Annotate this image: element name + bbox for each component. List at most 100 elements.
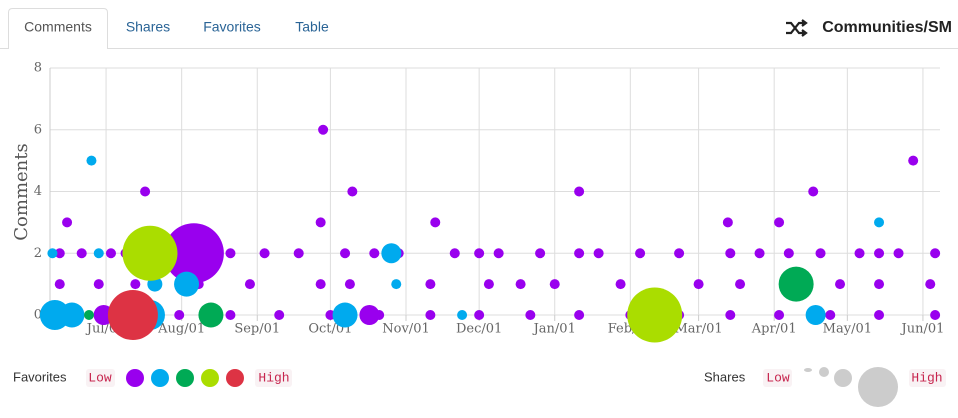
x-tick-label: Jan/01 bbox=[532, 322, 576, 337]
bubble bbox=[593, 248, 604, 259]
active-tab-box bbox=[8, 8, 108, 49]
code-bg bbox=[909, 369, 946, 387]
bubble bbox=[93, 248, 104, 259]
bubble bbox=[535, 248, 546, 259]
legend-swatch bbox=[126, 369, 144, 387]
y-tick-label: 6 bbox=[34, 122, 42, 137]
bubble bbox=[244, 279, 255, 290]
y-tick-label: 8 bbox=[34, 61, 42, 76]
y-tick-label: 2 bbox=[34, 246, 42, 261]
bubble bbox=[874, 248, 885, 259]
bubble bbox=[574, 248, 585, 259]
y-tick-label: 0 bbox=[34, 308, 42, 323]
bubble bbox=[893, 248, 904, 259]
bubble bbox=[805, 305, 826, 325]
bubble bbox=[105, 248, 116, 259]
bubble bbox=[930, 310, 941, 320]
bubble bbox=[225, 310, 236, 320]
x-tick-label: Nov/01 bbox=[382, 322, 429, 337]
bubble bbox=[122, 225, 178, 281]
bubble bbox=[754, 248, 765, 259]
bubble bbox=[381, 243, 402, 264]
bubble bbox=[835, 279, 846, 290]
bubble bbox=[693, 279, 704, 290]
bubble bbox=[725, 248, 736, 259]
bubble bbox=[174, 271, 200, 297]
code-bg bbox=[255, 369, 292, 387]
legend-swatch bbox=[151, 369, 169, 387]
bubble bbox=[225, 248, 236, 259]
x-tick-label: Apr/01 bbox=[751, 322, 797, 337]
bubble bbox=[315, 279, 326, 290]
legend-low: Low bbox=[88, 370, 112, 385]
bubble bbox=[425, 310, 436, 320]
bubble bbox=[930, 248, 941, 259]
bubble bbox=[93, 279, 104, 290]
tab[interactable]: Shares bbox=[126, 19, 170, 35]
bubble bbox=[515, 279, 526, 290]
bubble bbox=[59, 302, 85, 328]
code-bg bbox=[86, 369, 115, 387]
bubble bbox=[627, 287, 683, 343]
bubble bbox=[391, 279, 402, 290]
bubble bbox=[483, 279, 494, 290]
bubble bbox=[525, 310, 536, 320]
legend-swatches bbox=[126, 369, 244, 387]
bubble bbox=[84, 310, 95, 320]
size-swatch bbox=[804, 368, 812, 372]
x-tick-label: Mar/01 bbox=[675, 322, 723, 337]
x-tick-label: Dec/01 bbox=[456, 322, 502, 337]
x-tick-label: May/01 bbox=[823, 322, 872, 337]
x-tick-label: Sep/01 bbox=[234, 322, 280, 337]
legend-swatch bbox=[176, 369, 194, 387]
tab[interactable]: Table bbox=[295, 19, 329, 35]
bubble bbox=[259, 248, 270, 259]
bubble bbox=[332, 302, 358, 328]
bubble bbox=[925, 279, 936, 290]
bubble bbox=[140, 186, 151, 197]
bubble bbox=[474, 248, 485, 259]
bubble bbox=[725, 310, 736, 320]
bubble bbox=[874, 279, 885, 290]
bubble bbox=[825, 310, 836, 320]
header-title[interactable]: Communities/SM bbox=[822, 19, 952, 36]
bubble bbox=[549, 279, 560, 290]
tab[interactable]: Favorites bbox=[203, 19, 261, 35]
y-tick-label: 4 bbox=[34, 184, 42, 199]
bubble bbox=[808, 186, 819, 197]
tab[interactable]: Comments bbox=[24, 19, 92, 35]
bubble bbox=[874, 310, 885, 320]
bubble bbox=[76, 248, 87, 259]
bubble bbox=[574, 310, 585, 320]
size-swatch bbox=[819, 367, 829, 377]
bubble bbox=[107, 290, 158, 340]
size-swatch bbox=[858, 367, 898, 407]
bubble bbox=[54, 248, 65, 259]
legend-low: Low bbox=[766, 370, 790, 385]
bubble bbox=[493, 248, 504, 259]
bubble bbox=[783, 248, 794, 259]
bubble bbox=[130, 279, 141, 290]
bubble bbox=[425, 279, 436, 290]
x-tick-label: Aug/01 bbox=[157, 322, 205, 337]
legend-swatch bbox=[201, 369, 219, 387]
bubble bbox=[457, 310, 468, 320]
x-tick-label: Jun/01 bbox=[899, 322, 944, 337]
code-bg bbox=[763, 369, 792, 387]
bubble bbox=[615, 279, 626, 290]
legend-swatch bbox=[226, 369, 244, 387]
bubble bbox=[274, 310, 285, 320]
legend-title: Shares bbox=[704, 369, 746, 384]
bubble bbox=[86, 155, 97, 166]
bubble bbox=[369, 248, 380, 259]
bubble bbox=[54, 279, 65, 290]
bubble bbox=[359, 305, 380, 325]
bubble bbox=[198, 302, 224, 328]
bubble bbox=[430, 217, 441, 228]
bubble bbox=[174, 310, 185, 320]
bubble bbox=[318, 124, 329, 135]
bubble bbox=[778, 266, 814, 302]
bubble bbox=[474, 310, 485, 320]
